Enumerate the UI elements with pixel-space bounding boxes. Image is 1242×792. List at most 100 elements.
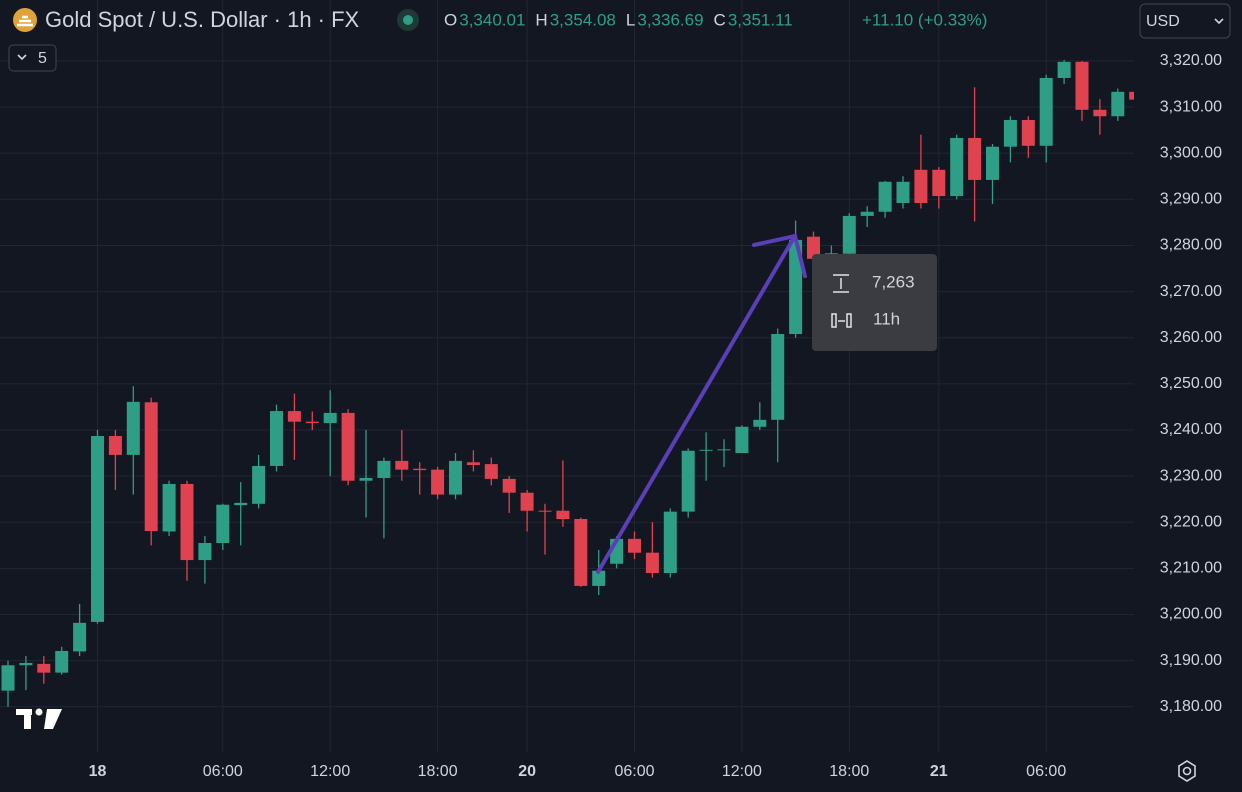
candle-body — [986, 146, 999, 180]
ohlc-value: 3,336.69 — [637, 10, 703, 29]
ohlc-value: 3,354.08 — [550, 10, 616, 29]
candle-body — [216, 504, 230, 544]
measure-duration: 11h — [873, 309, 900, 328]
candle-body — [968, 137, 982, 180]
candle-body — [878, 181, 892, 212]
candle-body — [126, 401, 140, 455]
candle-body — [1, 665, 15, 691]
status-dot — [403, 15, 413, 25]
candle-body — [717, 449, 731, 451]
candle-body — [645, 552, 659, 573]
duration-icon — [831, 313, 852, 328]
candle-body — [1039, 77, 1053, 146]
candle-body — [37, 663, 51, 673]
y-tick-label: 3,210.00 — [1160, 560, 1222, 577]
candle-body — [860, 211, 874, 216]
grid — [0, 0, 1134, 752]
y-tick-label: 3,300.00 — [1160, 144, 1222, 161]
x-tick-label: 18:00 — [418, 763, 458, 780]
y-tick-label: 3,220.00 — [1160, 513, 1222, 530]
candle-body — [807, 236, 820, 259]
x-tick-label: 12:00 — [310, 763, 350, 780]
candle-body — [520, 492, 534, 511]
candle-body — [663, 511, 677, 573]
y-tick-label: 3,260.00 — [1160, 329, 1222, 346]
candle-body — [1093, 109, 1107, 117]
candle-body — [377, 460, 391, 478]
ohlc-label: H — [535, 10, 547, 29]
candle-body — [502, 478, 516, 493]
candle-body — [592, 570, 606, 586]
candle-body — [771, 334, 785, 420]
candle-body — [1003, 119, 1017, 147]
settings-button[interactable] — [1178, 760, 1196, 782]
candle-body — [574, 519, 588, 586]
candle-body — [628, 538, 641, 553]
change: +11.10 (+0.33%) — [862, 10, 987, 29]
candle-body — [341, 412, 355, 481]
candle-body — [538, 510, 552, 512]
symbol-icon-glyph — [17, 15, 33, 27]
candle-body — [842, 215, 856, 254]
arrow-shaft — [596, 234, 797, 574]
indicators-count: 5 — [38, 50, 47, 67]
x-tick-label: 06:00 — [203, 763, 243, 780]
candle-body — [252, 465, 266, 504]
currency-label: USD — [1146, 13, 1180, 30]
candle-body — [449, 460, 462, 495]
y-tick-label: 3,310.00 — [1160, 98, 1222, 115]
x-tick-label: 20 — [518, 763, 536, 780]
ohlc-legend: O 3,340.01 H 3,354.08 L 3,336.69 C 3,351.11 — [444, 10, 793, 29]
candle-body — [466, 462, 480, 466]
x-tick-label: 21 — [930, 763, 948, 780]
tooltip-box — [812, 254, 937, 351]
candle-body — [735, 426, 749, 454]
ohlc-label: L — [626, 10, 635, 29]
currency-button[interactable] — [1139, 3, 1231, 39]
candle-body — [789, 239, 803, 335]
candle-body — [395, 460, 409, 470]
x-tick-label: 18 — [89, 763, 107, 780]
tv-logo — [16, 708, 62, 729]
indicators-button[interactable] — [8, 44, 57, 72]
candle-body — [1021, 119, 1035, 146]
candle-body — [144, 402, 158, 532]
height-icon — [833, 274, 849, 293]
y-tick-label: 3,240.00 — [1160, 421, 1222, 438]
candle-body — [484, 464, 498, 479]
candle-body — [914, 169, 928, 203]
measure-volume: 7,263 — [872, 272, 915, 291]
candle-body — [73, 622, 87, 652]
candle-body — [1075, 61, 1089, 110]
indicators-caret — [17, 54, 27, 61]
candles — [1, 59, 1134, 707]
candle-body — [270, 411, 283, 466]
ohlc-value: 3,351.11 — [728, 10, 793, 29]
candle-body — [359, 477, 373, 481]
candle-body — [753, 419, 767, 427]
x-tick-label: 12:00 — [722, 763, 762, 780]
y-tick-label: 3,230.00 — [1160, 467, 1222, 484]
candle-body — [431, 469, 445, 495]
measure-tooltip: 7,263 11h — [812, 254, 937, 351]
candle-body — [55, 650, 69, 673]
axes: 3,180.00 3,190.00 3,200.00 3,210.00 3,220.00… — [89, 52, 1223, 780]
y-tick-label: 3,270.00 — [1160, 283, 1222, 300]
candle-body — [556, 510, 570, 520]
candle-body — [1129, 91, 1134, 100]
symbol-title: Gold Spot / U.S. Dollar · 1h · FX — [45, 7, 360, 32]
x-tick-label: 06:00 — [1026, 763, 1066, 780]
x-tick-label: 06:00 — [614, 763, 654, 780]
header: Gold Spot / U.S. Dollar · 1h · FX O 3,340… — [8, 3, 1231, 72]
y-tick-label: 3,190.00 — [1160, 652, 1222, 669]
y-tick-label: 3,280.00 — [1160, 237, 1222, 254]
ohlc-value: 3,340.01 — [459, 10, 525, 29]
candle-body — [162, 483, 176, 532]
ohlc-label: O — [444, 10, 457, 29]
y-tick-label: 3,200.00 — [1160, 606, 1222, 623]
candle-body — [699, 449, 713, 451]
candle-body — [1057, 61, 1071, 78]
candle-body — [108, 435, 122, 455]
